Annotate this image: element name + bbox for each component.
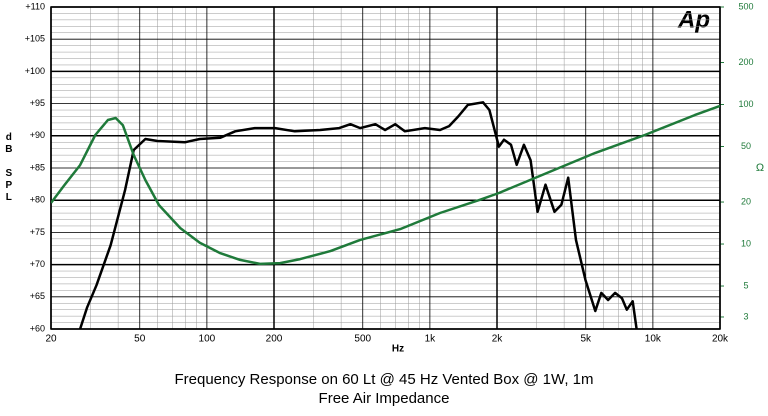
x-axis-label: Hz: [392, 344, 404, 355]
y-tick-label: +65: [30, 291, 45, 301]
series-line: [51, 104, 720, 266]
y2-tick-label: 20: [741, 196, 751, 206]
y-tick-label: +95: [30, 98, 45, 108]
y-tick-label: +100: [25, 66, 45, 76]
x-tick-label: 100: [199, 334, 216, 345]
y-tick-label: +60: [30, 323, 45, 333]
y2-axis-label: Ω: [756, 162, 764, 174]
x-tick-label: 5k: [580, 334, 592, 345]
x-tick-label: 20: [45, 334, 57, 345]
y2-tick-label: 100: [738, 99, 753, 109]
x-tick-label: 500: [354, 334, 371, 345]
x-tick-label: 50: [134, 334, 146, 345]
x-tick-label: 20k: [712, 334, 729, 345]
y2-tick-label: 5: [743, 280, 748, 290]
plot-frame: [50, 6, 721, 330]
chart-title: Frequency Response on 60 Lt @ 45 Hz Vent…: [174, 371, 593, 388]
y-tick-label: +85: [30, 162, 45, 172]
series-line: [78, 101, 638, 329]
y-tick-label: +70: [30, 259, 45, 269]
x-tick-label: 10k: [645, 334, 662, 345]
y-tick-label: +105: [25, 34, 45, 44]
grid: [50, 6, 721, 330]
x-tick-label: 2k: [492, 334, 504, 345]
y2-tick-label: 10: [741, 238, 751, 248]
x-tick-label: 1k: [425, 334, 437, 345]
y2-tick-label: 500: [738, 1, 753, 11]
y-tick-label: +90: [30, 130, 45, 140]
chart-subtitle: Free Air Impedance: [319, 390, 450, 407]
y-tick-label: +80: [30, 195, 45, 205]
y2-tick-label: 50: [741, 141, 751, 151]
y2-tick-label: 200: [738, 57, 753, 67]
y-tick-label: +110: [25, 1, 45, 11]
y2-tick-label: 3: [743, 311, 748, 321]
x-tick-label: 200: [266, 334, 283, 345]
y-tick-label: +75: [30, 227, 45, 237]
y-axis-label: dB SPL: [3, 132, 14, 204]
